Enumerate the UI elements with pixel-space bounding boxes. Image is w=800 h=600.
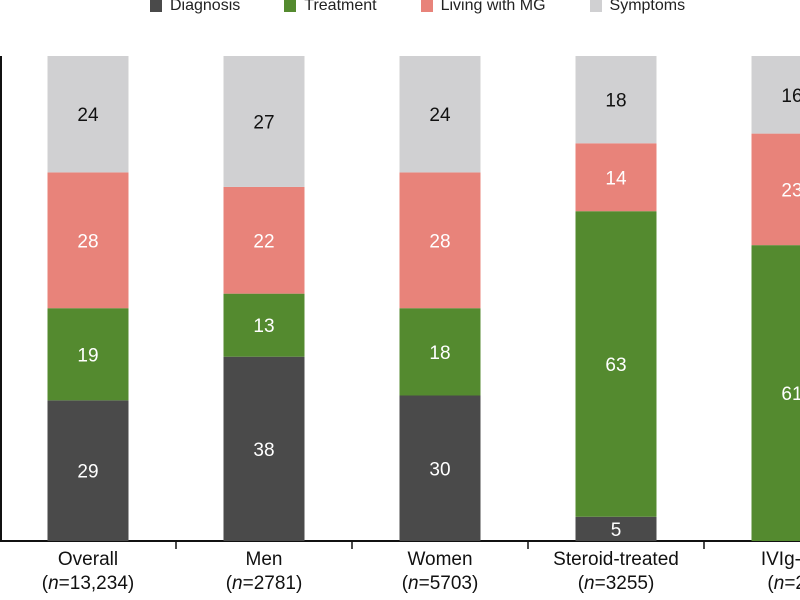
x-tick-label: Women (n=5703) (350, 548, 530, 596)
legend-label-diagnosis: Diagnosis (170, 0, 241, 14)
category-count: (n=21 (767, 573, 800, 594)
category-count: (n=2781) (225, 573, 303, 594)
legend: Diagnosis Treatment Living with MG Sympt… (150, 0, 729, 16)
legend-swatch-diagnosis (150, 0, 162, 12)
legend-swatch-symptoms (589, 0, 602, 12)
data-label: 30 (429, 459, 450, 480)
category-count: (n=5703) (401, 573, 479, 594)
bar-segment-treatment (47, 308, 129, 401)
data-label: 18 (605, 91, 626, 112)
bar-segment-symptoms (575, 56, 657, 144)
data-label: 19 (77, 345, 98, 366)
legend-label-treatment: Treatment (304, 0, 377, 14)
bar-segment-diagnosis (575, 516, 657, 541)
bar-segment-living-with-mg (223, 186, 305, 294)
legend-swatch-living-with-mg (420, 0, 433, 12)
bar-segment-treatment (575, 211, 657, 517)
legend-item-diagnosis: Diagnosis (150, 0, 240, 16)
x-tick-label: IVIg-tre (n=21 (702, 548, 800, 596)
data-label: 61 (781, 384, 800, 405)
bar-segment-symptoms (47, 56, 129, 173)
category-count: (n=13,234) (41, 573, 135, 594)
bar-segment-symptoms (751, 56, 800, 134)
bar-segment-treatment (751, 245, 800, 541)
data-label: 24 (429, 105, 451, 126)
data-label: 22 (253, 231, 274, 252)
category-name: Women (407, 549, 473, 570)
bar-segment-living-with-mg (751, 133, 800, 246)
data-label: 38 (253, 440, 274, 461)
data-label: 63 (605, 355, 626, 376)
bar-segment-treatment (223, 293, 305, 357)
x-tick-label: Overall (n=13,234) (0, 548, 178, 596)
bar-segment-living-with-mg (47, 172, 129, 309)
data-label: 13 (253, 316, 274, 337)
category-count: (n=3255) (577, 573, 655, 594)
data-label: 23 (781, 180, 800, 201)
category-name: IVIg-tre (760, 549, 800, 570)
data-label: 5 (611, 520, 622, 541)
x-tick-label: Steroid-treated (n=3255) (526, 548, 706, 596)
category-name: Men (245, 549, 283, 570)
legend-item-treatment: Treatment (284, 0, 377, 16)
bar-segment-symptoms (399, 56, 481, 173)
x-tick-label: Men (n=2781) (174, 548, 354, 596)
legend-swatch-treatment (284, 0, 297, 12)
data-label: 18 (429, 343, 450, 364)
data-label: 24 (77, 105, 99, 126)
category-name: Steroid-treated (553, 549, 679, 570)
legend-item-symptoms: Symptoms (589, 0, 686, 16)
data-label: 16 (781, 86, 800, 107)
bar-segment-living-with-mg (575, 143, 657, 212)
category-name: Overall (57, 549, 119, 570)
data-label: 28 (77, 231, 98, 252)
legend-label-living-with-mg: Living with MG (440, 0, 546, 14)
data-label: 28 (429, 231, 450, 252)
bar-segment-living-with-mg (399, 172, 481, 309)
bar-segment-symptoms (223, 56, 305, 187)
bar-segment-treatment (399, 308, 481, 396)
legend-item-living-with-mg: Living with MG (420, 0, 546, 16)
bar-segment-diagnosis (223, 356, 305, 541)
data-label: 27 (253, 112, 274, 133)
bar-segment-diagnosis (47, 400, 129, 541)
bar-segment-diagnosis (399, 395, 481, 541)
data-label: 29 (77, 462, 98, 483)
legend-label-symptoms: Symptoms (609, 0, 686, 14)
data-label: 14 (605, 168, 627, 189)
